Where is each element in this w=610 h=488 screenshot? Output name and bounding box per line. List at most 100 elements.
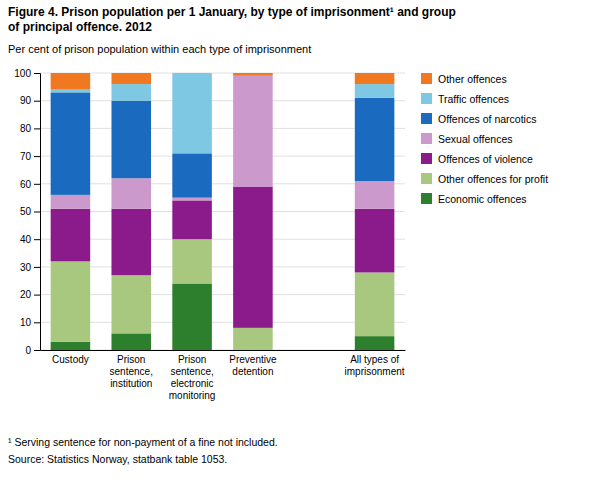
legend-item: Offences of violence [421, 153, 533, 165]
bar-segment [51, 90, 91, 93]
x-tick: Preventivedetention [229, 350, 277, 377]
bar-segment [294, 350, 334, 351]
y-tick-mark [34, 184, 40, 185]
bar-segment [294, 350, 334, 351]
legend-label: Sexual offences [438, 133, 513, 145]
bar-segment [355, 336, 395, 350]
y-tick-label: 20 [20, 289, 32, 300]
legend-item: Traffic offences [421, 93, 509, 105]
title: Figure 4. Prison population per 1 Januar… [8, 5, 456, 34]
bar-segment [355, 84, 395, 98]
x-tick-label: Custody [52, 354, 89, 365]
legend: Other offences Traffic offences Offences o… [421, 73, 548, 205]
bar-segment [51, 342, 91, 350]
subtitle: Per cent of prison population within eac… [8, 43, 311, 55]
bar-segment [294, 350, 334, 351]
y-tick-label: 10 [20, 317, 32, 328]
series [51, 187, 395, 328]
x-tick-label-line: monitoring [169, 390, 216, 401]
y-tick: 10 [20, 317, 40, 328]
legend-swatch [421, 113, 432, 124]
grid-line [40, 211, 405, 212]
bar-segment [172, 284, 212, 350]
bar-segment [51, 73, 91, 90]
y-tick-label: 50 [20, 206, 32, 217]
bar-segment [51, 195, 91, 209]
x-tick-label-line: institution [110, 378, 152, 389]
series [51, 92, 395, 197]
x-axis-line [41, 350, 406, 351]
grid [40, 73, 405, 350]
x-tick-label-line: sentence, [170, 366, 213, 377]
y-axis-line [34, 74, 41, 351]
y-tick: 40 [20, 234, 40, 245]
bar-segment [51, 261, 91, 341]
y-tick-label: 40 [20, 234, 32, 245]
series [51, 76, 395, 209]
x-tick-label-line: Prison [178, 354, 206, 365]
legend-swatch [421, 193, 432, 204]
x-tick-label: Prisonsentence,electronicmonitoring [169, 354, 216, 401]
bar-segment [172, 239, 212, 283]
y-tick-mark [34, 295, 40, 296]
y-tick-label: 60 [20, 179, 32, 190]
x-tick-label-line: All types of [350, 354, 399, 365]
grid-line [40, 322, 405, 323]
grid-line [40, 156, 405, 157]
bar-segment [355, 272, 395, 336]
y-tick: 60 [20, 179, 40, 190]
x-tick-label-line: Prison [117, 354, 145, 365]
y-tick-mark [34, 156, 40, 157]
series [51, 73, 395, 90]
legend-swatch [421, 153, 432, 164]
x-tick-label: Prisonsentence,institution [110, 354, 153, 389]
bar-segment [355, 181, 395, 209]
x-tick-label-line: sentence, [110, 366, 153, 377]
legend-swatch [421, 93, 432, 104]
y-tick-label: 90 [20, 95, 32, 106]
y-tick: 70 [20, 151, 40, 162]
grid-line [40, 266, 405, 267]
y-tick-mark [34, 128, 40, 129]
x-tick-label: All types ofimprisonment [345, 354, 405, 377]
y-tick-label: 100 [14, 68, 31, 79]
grid-line [40, 350, 405, 351]
bar-segment [294, 350, 334, 351]
y-tick: 100 [14, 68, 40, 79]
legend-item: Sexual offences [421, 133, 513, 145]
y-tick-mark [34, 239, 40, 240]
x-tick: Prisonsentence,institution [110, 350, 153, 389]
legend-label: Offences of violence [438, 153, 533, 165]
legend-swatch [421, 133, 432, 144]
legend-item: Other offences [421, 73, 507, 85]
y-tick-label: 0 [25, 345, 31, 356]
bar-segment [111, 209, 151, 275]
title-line: Figure 4. Prison population per 1 Januar… [8, 5, 456, 19]
bar-segment [233, 76, 273, 187]
legend-swatch [421, 173, 432, 184]
bar-segment [111, 333, 151, 350]
bar-segment [355, 98, 395, 181]
bars [51, 73, 395, 350]
series [51, 284, 395, 350]
y-tick-mark [34, 101, 40, 102]
x-tick-label-line: Preventive [229, 354, 277, 365]
legend-label: Traffic offences [438, 93, 509, 105]
y-tick-label: 30 [20, 262, 32, 273]
footnote: ¹ Serving sentence for non-payment of a … [8, 436, 278, 448]
x-tick-label-line: electronic [171, 378, 214, 389]
bar-segment [355, 209, 395, 273]
bar-segment [111, 178, 151, 208]
y-tick-mark [34, 322, 40, 323]
bar-segment [233, 328, 273, 350]
bar-segment [233, 187, 273, 328]
legend-item: Other offences for profit [421, 173, 548, 185]
y-tick-mark [34, 212, 40, 213]
bar-segment [294, 350, 334, 351]
bar-segment [172, 73, 212, 74]
bar-segment [172, 73, 212, 153]
bar-segment [172, 198, 212, 201]
grid-line [40, 100, 405, 101]
bar-segment [111, 275, 151, 333]
y-tick: 80 [20, 123, 40, 134]
